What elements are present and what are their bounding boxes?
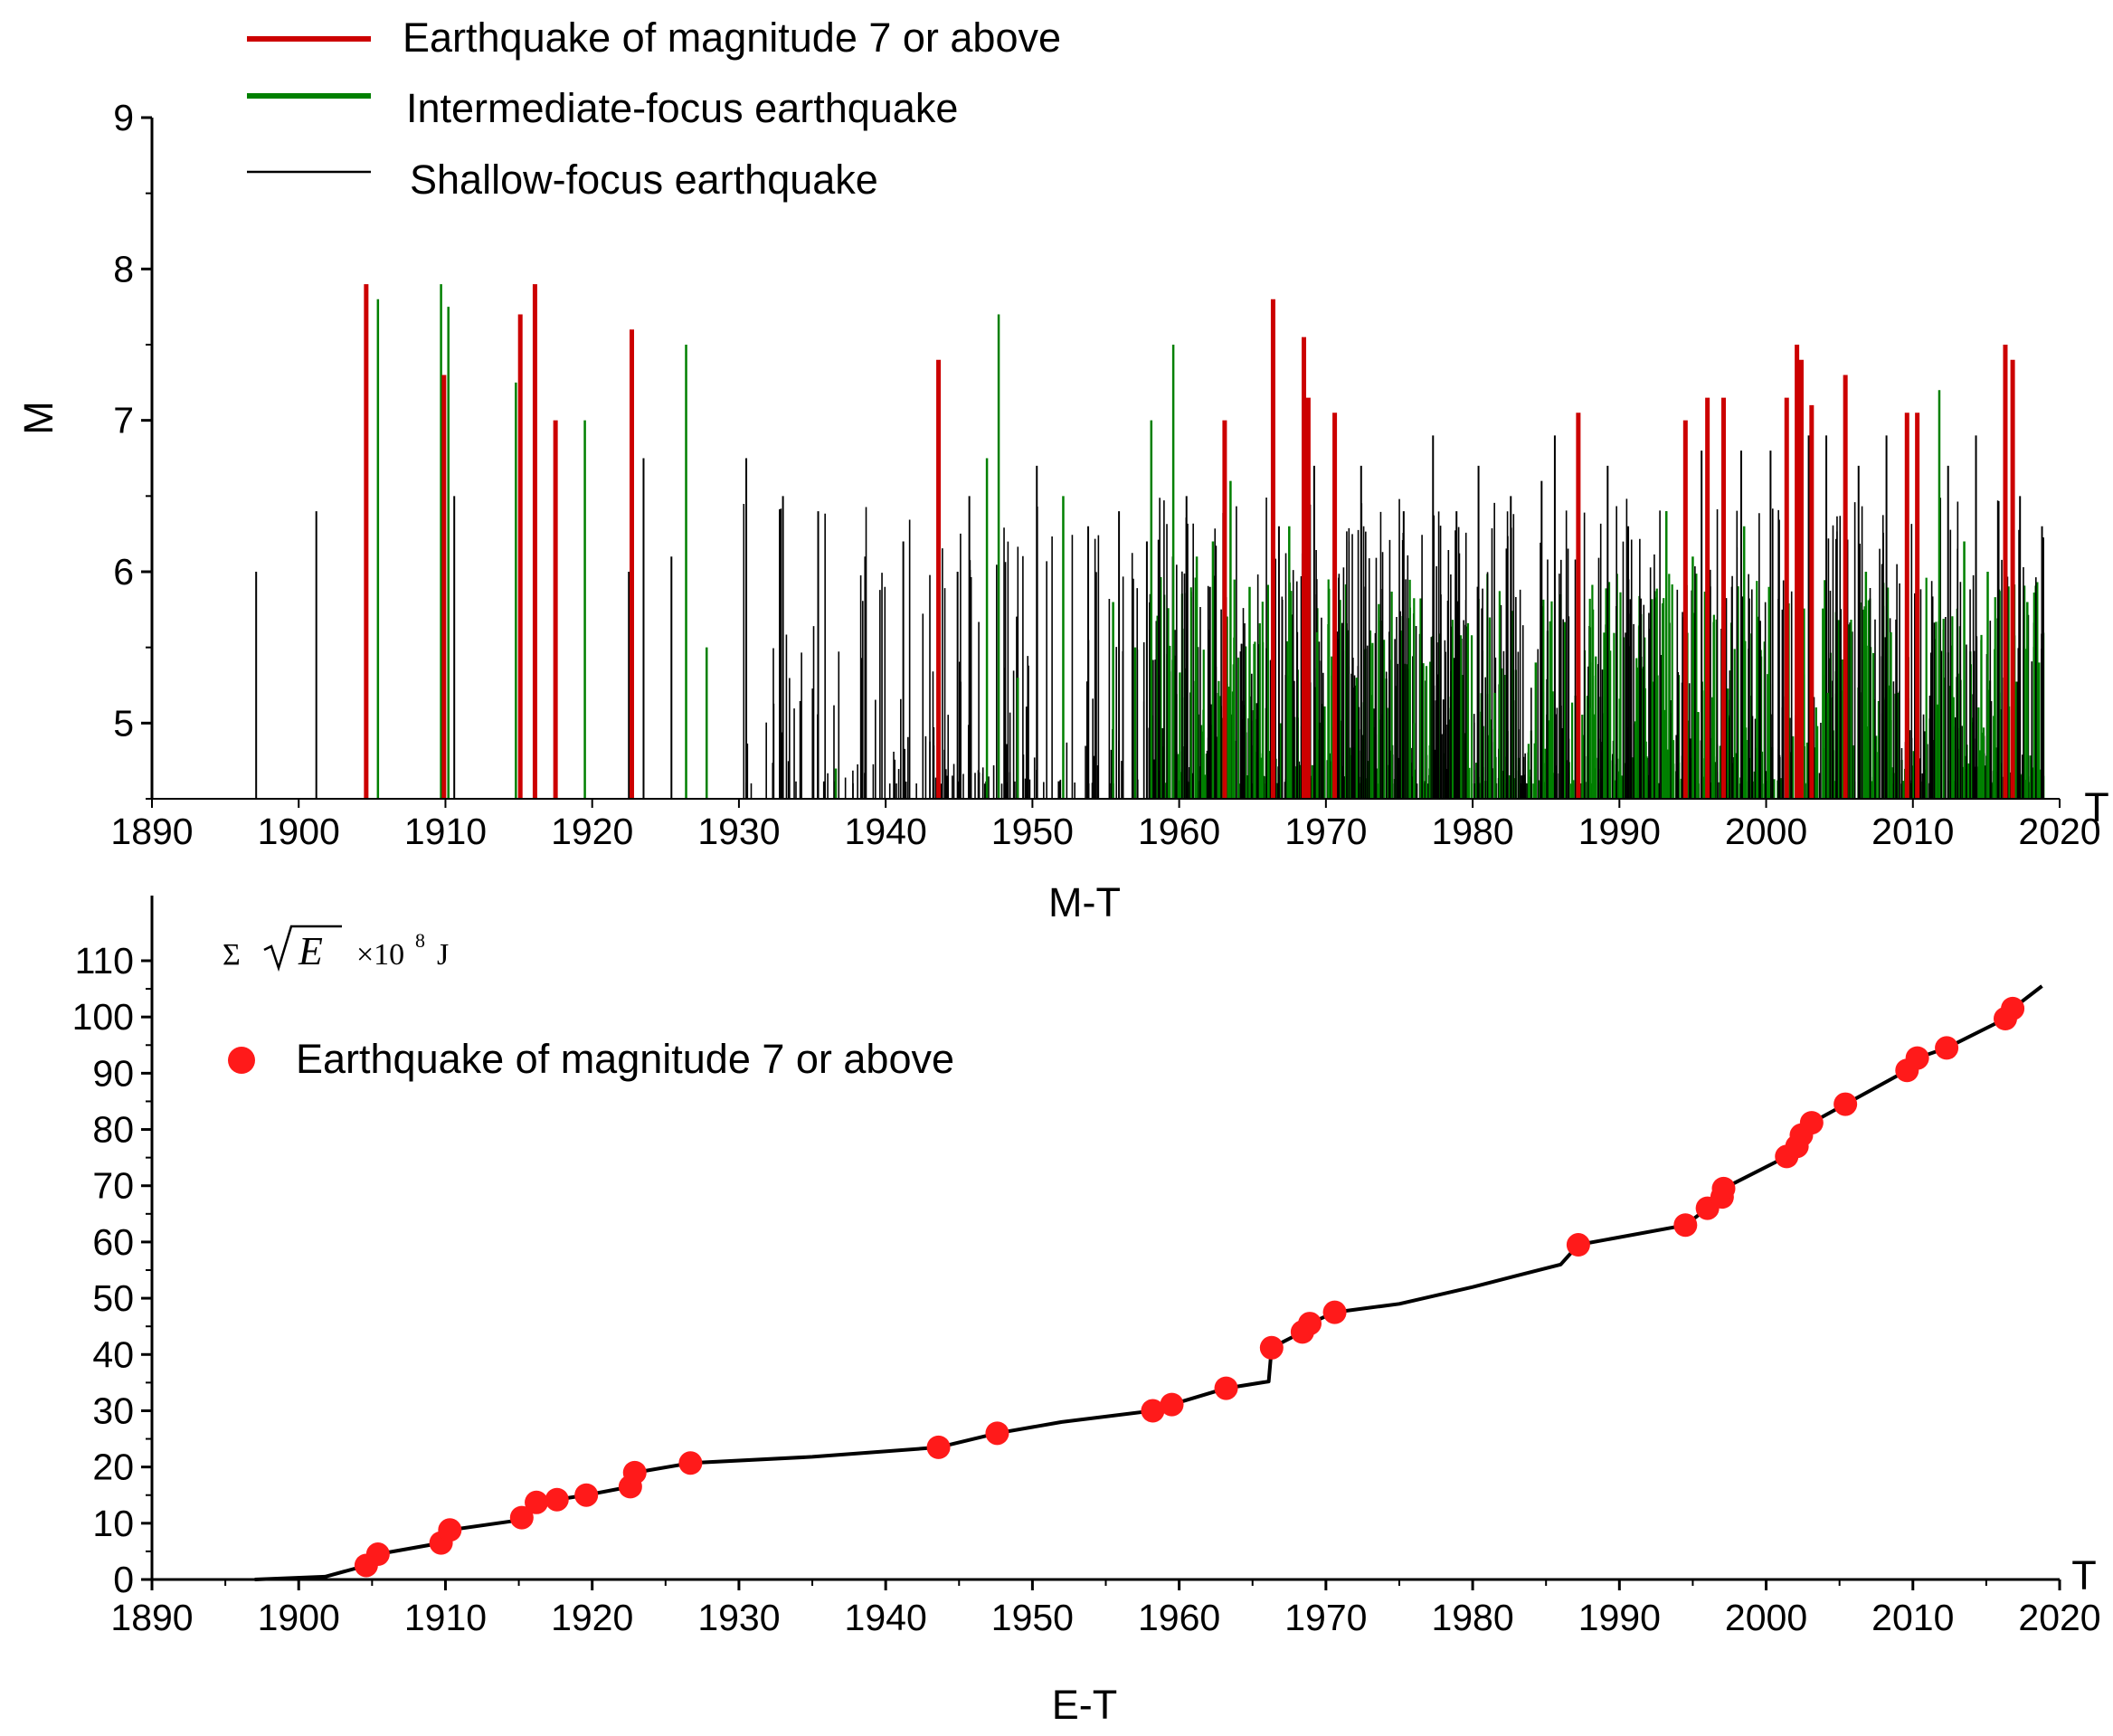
- major-quake-marker: [678, 1451, 703, 1475]
- m-t-x-tick-label: 1990: [1578, 811, 1661, 852]
- e-t-y-tick-label: 50: [92, 1277, 134, 1319]
- major-quake-marker: [1214, 1376, 1238, 1400]
- legend-marker-major: [228, 1047, 255, 1074]
- e-t-y-tick-label: 100: [72, 996, 134, 1038]
- major-quake-marker: [1566, 1233, 1590, 1257]
- e-t-x-tick-label: 1910: [404, 1597, 487, 1638]
- major-quake-marker: [1322, 1300, 1347, 1324]
- m-t-y-axis-label: M: [15, 401, 62, 435]
- m-t-chart-title: M-T: [1048, 879, 1121, 925]
- major-quake-marker: [1673, 1213, 1698, 1238]
- e-t-chart-title: E-T: [1052, 1682, 1118, 1728]
- e-t-chart: 0 10 20 30 40 50 60 70 80 90 100 110 1890 1900 1910 19…: [72, 896, 2101, 1728]
- m-t-x-tick-label: 1950: [991, 811, 1074, 852]
- major-quake-marker: [985, 1421, 1009, 1446]
- major-quake-marker: [509, 1505, 534, 1530]
- major-quake-marker: [1160, 1392, 1184, 1417]
- major-quake-marker: [622, 1460, 647, 1485]
- m-t-x-tick-label: 1910: [404, 811, 487, 852]
- major-quake-marker: [926, 1435, 951, 1459]
- m-t-x-tick-label: 1960: [1138, 811, 1220, 852]
- e-t-legend: Earthquake of magnitude 7 or above: [228, 1036, 954, 1082]
- major-quake-marker: [574, 1483, 599, 1507]
- m-t-y-tick-label: 8: [113, 248, 134, 289]
- major-quake-marker: [545, 1487, 569, 1512]
- major-quake-marker: [438, 1518, 462, 1542]
- legend-label-shallow: Shallow-focus earthquake: [410, 157, 878, 203]
- m-t-x-tick-label: 1920: [551, 811, 633, 852]
- e-t-x-tick-label: 1970: [1284, 1597, 1367, 1638]
- formula-multiplier: ×10: [356, 938, 404, 972]
- e-t-x-tick-label: 1990: [1578, 1597, 1661, 1638]
- e-t-y-axis-formula: Σ E ×10 8 J: [223, 925, 449, 973]
- legend-label-major: Earthquake of magnitude 7 or above: [403, 14, 1061, 61]
- m-t-y-ticks: 5 6 7 8 9: [113, 97, 152, 800]
- major-quake-marker: [1259, 1335, 1284, 1360]
- e-t-y-ticks: 0 10 20 30 40 50 60 70 80 90 100 110: [72, 940, 152, 1600]
- formula-unit: J: [437, 938, 449, 972]
- major-quake-marker: [525, 1490, 549, 1514]
- e-t-y-tick-label: 0: [113, 1559, 134, 1600]
- formula-exponent: 8: [415, 929, 425, 952]
- e-t-y-tick-label: 10: [92, 1503, 134, 1544]
- m-t-bars-layer: [255, 284, 2045, 799]
- m-t-x-ticks: 1890 1900 1910 1920 1930 1940 1950 1960 1970 1980…: [110, 799, 2101, 852]
- e-t-y-tick-label: 70: [92, 1165, 134, 1207]
- e-t-y-tick-label: 110: [75, 940, 134, 982]
- legend-label-major-marker: Earthquake of magnitude 7 or above: [296, 1036, 954, 1082]
- e-t-y-tick-label: 30: [92, 1390, 134, 1431]
- e-t-y-tick-label: 40: [92, 1333, 134, 1375]
- m-t-x-tick-label: 1900: [258, 811, 340, 852]
- m-t-y-tick-label: 7: [113, 400, 134, 441]
- legend-label-intermediate: Intermediate-focus earthquake: [406, 85, 958, 131]
- major-quake-marker: [1141, 1399, 1165, 1423]
- major-quake-marker: [1833, 1092, 1858, 1116]
- major-quake-marker: [1298, 1312, 1322, 1336]
- major-quake-marker: [365, 1542, 390, 1567]
- m-t-legend: Earthquake of magnitude 7 or above Inter…: [247, 14, 1061, 203]
- e-t-x-axis-label: T: [2071, 1552, 2097, 1598]
- e-t-x-tick-label: 2000: [1725, 1597, 1807, 1638]
- sqrt-sign: [263, 925, 342, 972]
- m-t-x-axis-label: T: [2084, 784, 2109, 830]
- e-t-x-tick-label: 1920: [551, 1597, 633, 1638]
- m-t-x-tick-label: 1890: [110, 811, 193, 852]
- m-t-y-tick-label: 6: [113, 551, 134, 593]
- e-t-x-tick-label: 1960: [1138, 1597, 1220, 1638]
- formula-symbol: E: [298, 929, 323, 973]
- e-t-x-ticks: 1890 1900 1910 1920 1930 1940 1950 1960 1970 1980…: [110, 1579, 2101, 1638]
- major-quake-marker: [1799, 1111, 1824, 1135]
- m-t-y-tick-label: 9: [113, 97, 134, 138]
- e-t-x-tick-label: 1940: [845, 1597, 927, 1638]
- e-t-x-tick-label: 1900: [258, 1597, 340, 1638]
- major-quake-marker: [2001, 996, 2025, 1020]
- e-t-x-tick-label: 2010: [1871, 1597, 1954, 1638]
- m-t-x-tick-label: 1980: [1431, 811, 1513, 852]
- e-t-x-tick-label: 1950: [991, 1597, 1074, 1638]
- m-t-x-tick-label: 1970: [1284, 811, 1367, 852]
- major-quake-marker: [1935, 1036, 1959, 1060]
- m-t-y-tick-label: 5: [113, 702, 134, 744]
- major-quake-marker: [1905, 1046, 1929, 1070]
- e-t-y-tick-label: 60: [92, 1221, 134, 1263]
- e-t-x-tick-label: 1930: [697, 1597, 780, 1638]
- m-t-x-tick-label: 2010: [1871, 811, 1954, 852]
- m-t-x-tick-label: 1930: [697, 811, 780, 852]
- m-t-x-tick-label: 2020: [2018, 811, 2100, 852]
- m-t-chart: 5 6 7 8 9 1890 1900 1910 1920 1930 1940 1950 1960 19…: [15, 14, 2109, 925]
- major-quake-markers: [354, 996, 2025, 1578]
- formula-sigma: Σ: [223, 938, 241, 972]
- e-t-y-tick-label: 80: [92, 1109, 134, 1151]
- m-t-x-tick-label: 2000: [1725, 811, 1807, 852]
- major-quake-marker: [1711, 1176, 1736, 1200]
- e-t-x-tick-label: 1890: [110, 1597, 193, 1638]
- e-t-x-tick-label: 2020: [2018, 1597, 2100, 1638]
- e-t-y-tick-label: 20: [92, 1447, 134, 1488]
- m-t-x-tick-label: 1940: [845, 811, 927, 852]
- e-t-y-tick-label: 90: [92, 1052, 134, 1094]
- e-t-x-tick-label: 1980: [1431, 1597, 1513, 1638]
